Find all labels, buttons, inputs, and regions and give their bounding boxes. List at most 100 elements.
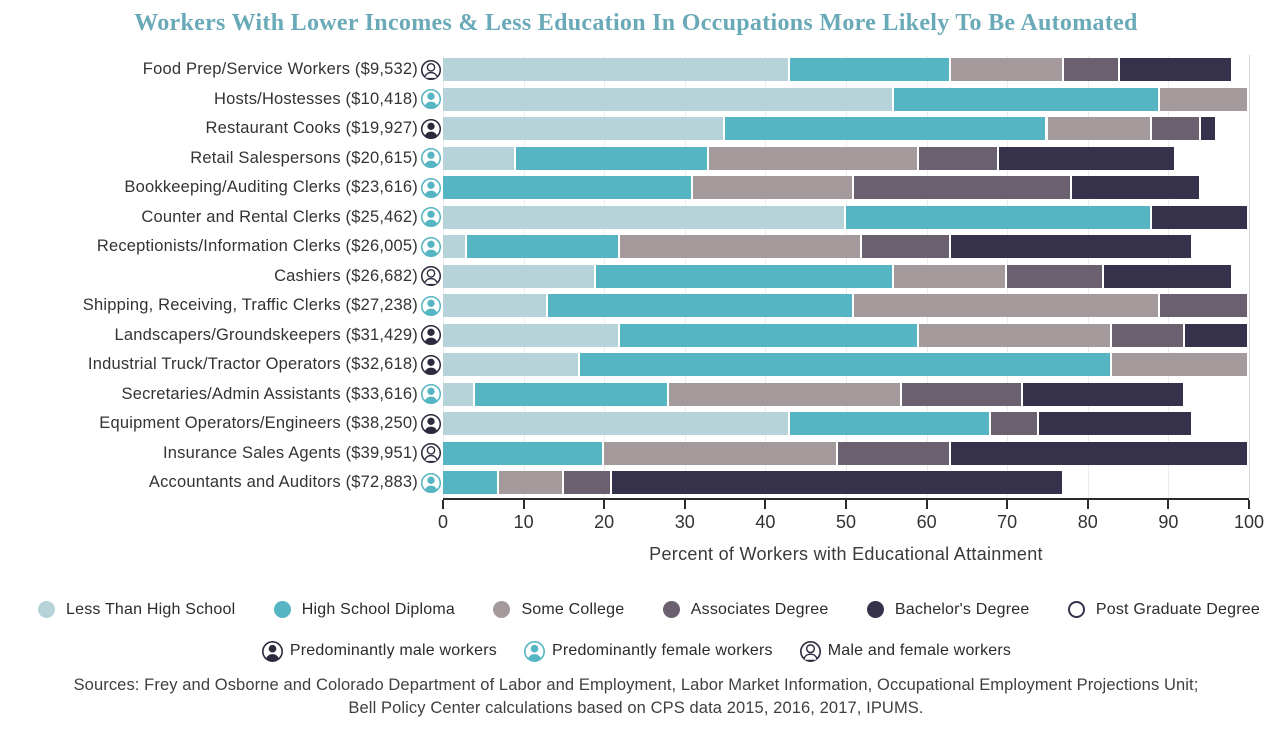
bar-track [443, 205, 1249, 229]
bar-segment [620, 323, 919, 347]
occupation-label: Shipping, Receiving, Traffic Clerks ($27… [82, 296, 418, 315]
x-tick [1167, 499, 1170, 509]
bar-segment [475, 382, 669, 406]
bar-row: Retail Salespersons ($20,615) [0, 144, 1272, 174]
legend-label: Post Graduate Degree [1095, 600, 1260, 618]
bar-track [443, 441, 1249, 465]
bar-row: Secretaries/Admin Assistants ($33,616) [0, 380, 1272, 410]
x-tick [603, 499, 606, 509]
occupation-label: Equipment Operators/Engineers ($38,250) [99, 414, 418, 433]
occupation-label: Receptionists/Information Clerks ($26,00… [96, 237, 418, 256]
female-workers-icon [523, 640, 546, 663]
bar-row: Landscapers/Groundskeepers ($31,429) [0, 321, 1272, 351]
bar-segment [443, 87, 895, 111]
x-tick-label: 50 [835, 511, 857, 532]
bar-segment [515, 146, 709, 170]
bar-segment [443, 235, 468, 259]
bar-segment [580, 353, 1112, 377]
bar-segment [950, 441, 1249, 465]
x-tick-label: 10 [513, 511, 534, 532]
bar-segment [1007, 264, 1104, 288]
bar-segment [1103, 264, 1233, 288]
bar-segment [1152, 205, 1249, 229]
male-workers-icon [420, 413, 442, 435]
bar-segment [443, 117, 726, 141]
x-tick [442, 499, 444, 509]
bar-segment [894, 264, 1008, 288]
bar-row: Equipment Operators/Engineers ($38,250) [0, 409, 1272, 439]
legend-swatch-icon [662, 601, 680, 618]
female-workers-icon [420, 147, 442, 169]
bar-track [443, 294, 1249, 318]
bar-segment [725, 117, 1048, 141]
legend-item: Bachelor's Degree [866, 600, 1030, 619]
bar-segment [854, 176, 1072, 200]
x-tick [683, 499, 686, 509]
x-axis-label: Percent of Workers with Educational Atta… [649, 543, 1043, 564]
bar-segment [1047, 117, 1153, 141]
bar-segment [604, 441, 838, 465]
legend-label: Bachelor's Degree [894, 600, 1030, 618]
bar-row: Insurance Sales Agents ($39,951) [0, 439, 1272, 469]
bar-segment [443, 382, 476, 406]
legend-item: Post Graduate Degree [1067, 600, 1260, 619]
bar-track [443, 117, 1249, 141]
bar-segment [918, 323, 1112, 347]
legend-label: Predominantly female workers [551, 642, 773, 659]
bar-segment [668, 382, 903, 406]
bar-row: Industrial Truck/Tractor Operators ($32,… [0, 350, 1272, 380]
education-legend: Less Than High School High School Diploma… [0, 601, 1272, 619]
bar-row: Bookkeeping/Auditing Clerks ($23,616) [0, 173, 1272, 203]
female-workers-icon [420, 295, 442, 317]
bar-row: Counter and Rental Clerks ($25,462) [0, 203, 1272, 233]
x-tick [1248, 499, 1250, 509]
legend-item: Associates Degree [662, 601, 829, 619]
mixed-workers-icon [420, 442, 442, 464]
x-tick-label: 40 [755, 511, 776, 532]
legend-swatch-icon [38, 601, 55, 618]
occupation-label: Counter and Rental Clerks ($25,462) [141, 207, 418, 226]
bar-segment [1111, 323, 1185, 347]
bar-track [443, 264, 1249, 288]
x-tick-label: 90 [1158, 511, 1179, 532]
legend-swatch-icon [273, 601, 291, 618]
bar-segment [1071, 176, 1201, 200]
legend-swatch-icon [493, 601, 511, 618]
legend-label: High School Diploma [301, 600, 455, 618]
occupation-label: Landscapers/Groundskeepers ($31,429) [114, 325, 418, 344]
bar-track [443, 176, 1249, 200]
legend-item: Male and female workers [799, 640, 1011, 663]
bar-track [443, 382, 1249, 406]
bar-segment [443, 412, 790, 436]
bar-segment [547, 294, 855, 318]
bar-segment [443, 176, 693, 200]
legend-swatch-icon [866, 601, 884, 618]
female-workers-icon [420, 206, 442, 228]
occupation-label: Secretaries/Admin Assistants ($33,616) [121, 384, 418, 403]
female-workers-icon [420, 177, 442, 199]
bar-segment [443, 205, 846, 229]
legend-item: Predominantly female workers [523, 640, 773, 663]
x-axis: 0 10 20 30 40 50 60 70 80 90 100 [438, 497, 1264, 538]
x-tick-label: 30 [674, 511, 695, 532]
x-tick [1086, 499, 1089, 509]
occupation-label: Accountants and Auditors ($72,883) [148, 473, 418, 492]
x-tick [764, 499, 767, 509]
bar-segment [918, 146, 1000, 170]
bar-segment [862, 235, 951, 259]
bar-segment [1160, 294, 1249, 318]
bar-track [443, 146, 1249, 170]
bar-segment [894, 87, 1161, 111]
bar-segment [1184, 323, 1249, 347]
gridline [1249, 55, 1250, 498]
x-tick-label: 80 [1077, 511, 1098, 532]
bar-segment [443, 441, 605, 465]
gender-legend: Predominantly male workers Predominantly … [0, 640, 1272, 663]
bar-segment [1160, 87, 1249, 111]
bar-segment [1152, 117, 1201, 141]
bar-segment [1200, 117, 1217, 141]
bar-track [443, 323, 1249, 347]
occupation-label: Insurance Sales Agents ($39,951) [163, 443, 418, 462]
bar-track [443, 412, 1249, 436]
